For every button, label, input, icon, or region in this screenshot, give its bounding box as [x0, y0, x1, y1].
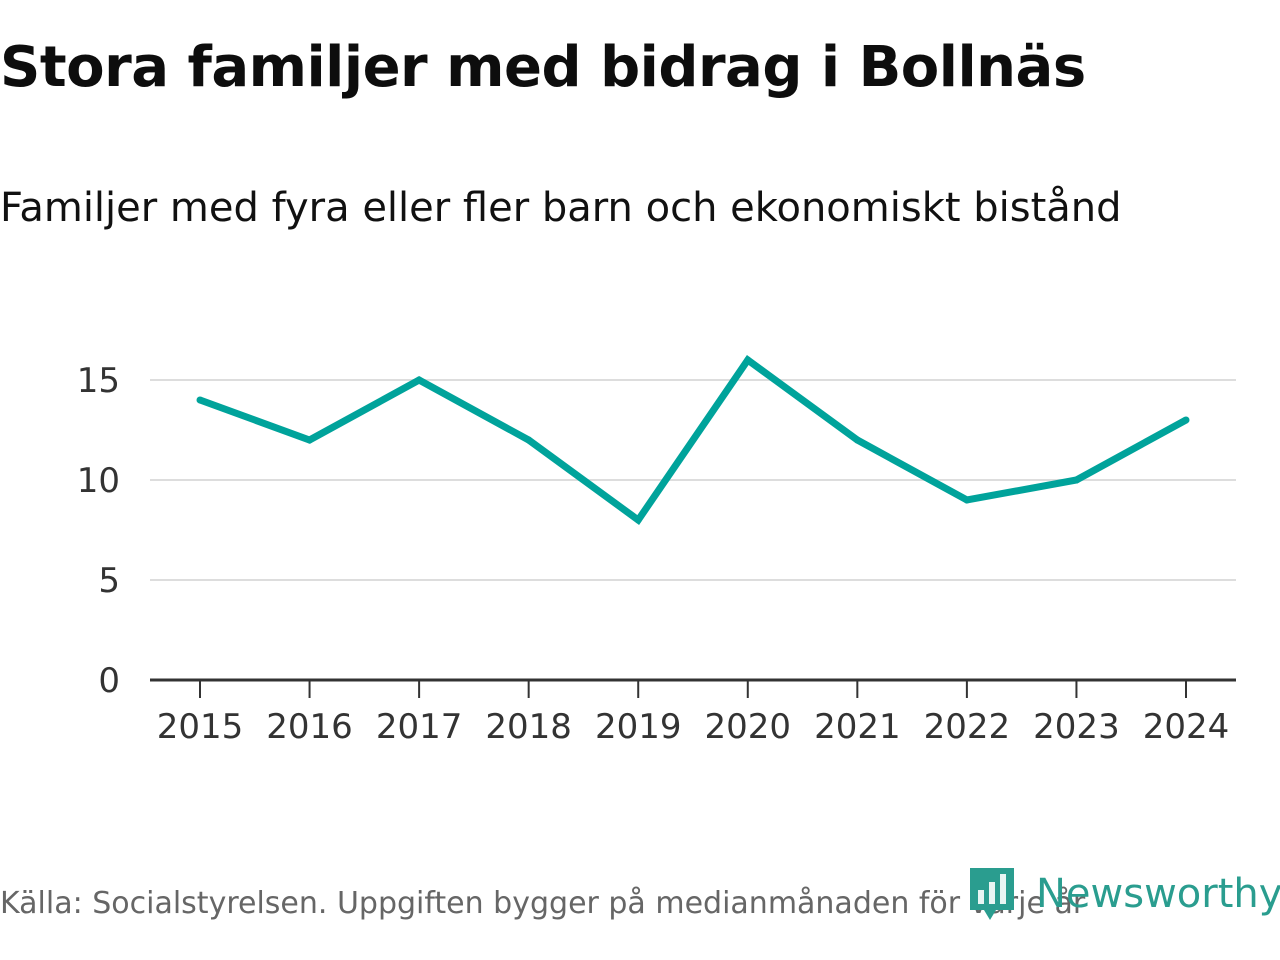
source-note: Källa: Socialstyrelsen. Uppgiften bygger… [0, 886, 1086, 921]
data-point-2024 [1182, 416, 1190, 424]
brand-name: Newsworthy [1036, 871, 1280, 917]
bar-chart-logo-icon [970, 868, 1014, 920]
series-layer [196, 355, 1190, 525]
x-axis [150, 678, 1236, 698]
data-point-2015 [196, 396, 204, 404]
data-point-2021 [853, 436, 861, 444]
x-tick-label: 2021 [814, 707, 901, 747]
chart-subtitle: Familjer med fyra eller fler barn och ek… [0, 185, 1122, 231]
y-tick-label: 0 [98, 661, 120, 701]
series-line [198, 355, 1188, 525]
y-tick-label: 5 [98, 561, 120, 601]
x-tick-label: 2018 [485, 707, 572, 747]
y-axis-labels: 0 5 10 15 [77, 361, 120, 701]
x-tick-label: 2019 [595, 707, 682, 747]
data-point-2020 [744, 356, 752, 364]
data-point-2019 [634, 516, 642, 524]
data-point-2022 [963, 496, 971, 504]
y-tick-label: 15 [77, 361, 120, 401]
newsworthy-logo: Newsworthy [966, 864, 1280, 924]
x-tick-label: 2024 [1143, 707, 1230, 747]
x-tick-label: 2023 [1033, 707, 1120, 747]
x-tick-label: 2016 [266, 707, 353, 747]
x-tick-label: 2020 [705, 707, 792, 747]
x-tick-label: 2017 [376, 707, 463, 747]
x-axis-labels: 2015 2016 2017 2018 2019 2020 2021 2022 2023 2024 [157, 707, 1230, 747]
data-point-2023 [1072, 476, 1080, 484]
chart-title: Stora familjer med bidrag i Bollnäs [0, 35, 1086, 100]
x-tick-label: 2022 [924, 707, 1011, 747]
data-point-2017 [415, 376, 423, 384]
data-point-2018 [525, 436, 533, 444]
x-tick-label: 2015 [157, 707, 244, 747]
grid-lines [150, 379, 1236, 581]
data-point-2016 [306, 436, 314, 444]
y-tick-label: 10 [77, 461, 120, 501]
